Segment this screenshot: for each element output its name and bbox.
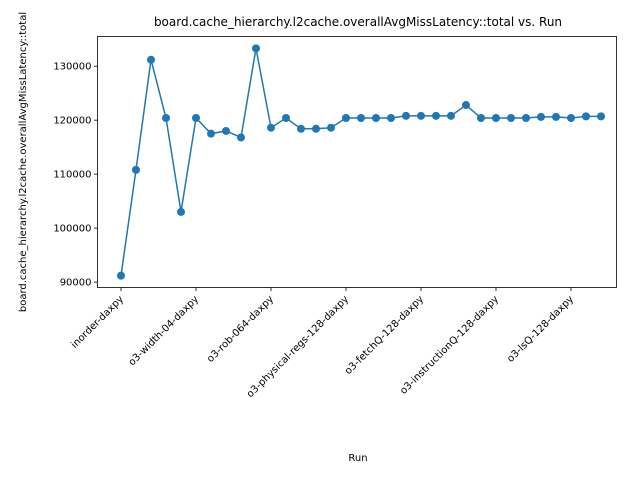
x-tick-label: o3-rob-064-daxpy: [205, 294, 276, 365]
y-tick-label: 90000: [60, 278, 92, 289]
data-point: [147, 55, 155, 64]
data-point: [177, 207, 185, 216]
data-point: [162, 114, 170, 123]
axes-frame: [97, 36, 617, 288]
data-point: [387, 114, 395, 123]
y-axis-title: board.cache_hierarchy.l2cache.overallAvg…: [18, 12, 29, 312]
data-point: [342, 114, 350, 123]
data-point: [327, 123, 335, 132]
x-tick-label: o3-lsQ-128-daxpy: [505, 294, 576, 365]
data-point: [222, 126, 230, 135]
data-point: [522, 114, 530, 123]
data-point: [282, 114, 290, 123]
x-tick-label: o3-fetchQ-128-daxpy: [343, 294, 426, 377]
data-point: [402, 111, 410, 120]
y-tick-label: 110000: [53, 170, 91, 181]
plot-area: [117, 44, 605, 280]
data-point: [252, 44, 260, 53]
data-point: [312, 124, 320, 133]
data-point: [132, 165, 140, 174]
series-line: [120, 48, 601, 276]
data-point: [597, 112, 605, 121]
data-point: [507, 114, 515, 123]
data-point: [552, 112, 560, 121]
data-point: [192, 114, 200, 123]
y-axis: 90000 100000 110000 120000 130000: [53, 62, 98, 289]
data-point: [117, 271, 125, 280]
chart-title: board.cache_hierarchy.l2cache.overallAvg…: [154, 15, 562, 29]
data-point: [432, 111, 440, 120]
data-point: [567, 114, 575, 123]
data-point: [372, 114, 380, 123]
data-point: [207, 129, 215, 138]
y-tick-label: 130000: [53, 62, 91, 73]
data-point: [477, 114, 485, 123]
data-point: [267, 123, 275, 132]
x-tick-label: o3-width-04-daxpy: [127, 294, 201, 368]
data-point: [537, 112, 545, 121]
y-tick-label: 100000: [53, 224, 91, 235]
data-point: [492, 114, 500, 123]
x-axis-title: Run: [348, 453, 367, 464]
data-point: [582, 112, 590, 121]
x-tick-label: inorder-daxpy: [69, 294, 126, 351]
data-point: [297, 124, 305, 133]
y-tick-label: 120000: [53, 116, 91, 127]
x-axis: inorder-daxpy o3-width-04-daxpy o3-rob-064…: [69, 287, 576, 400]
data-point: [447, 111, 455, 120]
data-point: [357, 114, 365, 123]
data-point: [462, 101, 470, 110]
data-point: [417, 111, 425, 120]
data-point: [237, 133, 245, 142]
